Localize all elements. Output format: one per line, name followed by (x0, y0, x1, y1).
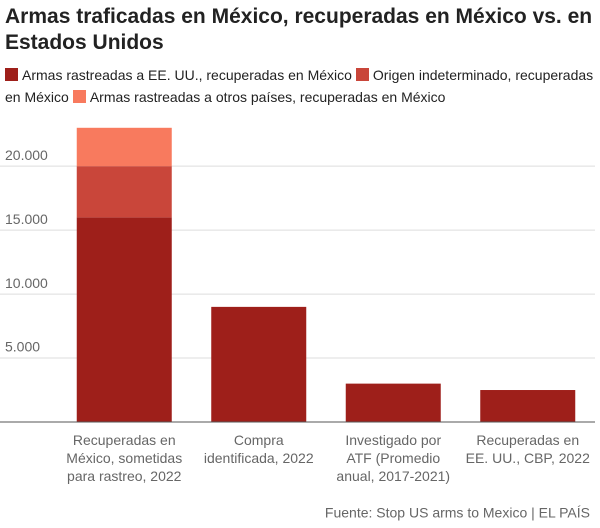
y-tick-label: 5.000 (5, 339, 40, 355)
x-tick-label: Recuperadas en México, sometidas para rast… (66, 432, 182, 484)
x-tick-label-line: anual, 2017-2021) (336, 468, 450, 484)
x-tick-label-line: Investigado por (345, 432, 441, 448)
legend-swatch (355, 68, 369, 81)
chart-title: Armas traficadas en México, recuperadas … (5, 5, 593, 54)
legend: Armas rastreadas a EE. UU., recuperadas … (5, 64, 595, 108)
legend-item: Armas rastreadas a EE. UU., recuperadas … (5, 67, 352, 83)
bar-segment (76, 127, 172, 167)
legend-swatch (5, 68, 18, 81)
bar-segment (211, 306, 307, 422)
y-tick-label: 20.000 (5, 147, 48, 163)
bar-segment (76, 217, 172, 422)
x-tick-label-line: Compra (234, 432, 284, 448)
legend-item: Armas rastreadas a otros países, recuper… (72, 89, 446, 105)
x-tick-label-line: México, sometidas (66, 450, 182, 466)
bar-segment (76, 166, 172, 218)
x-tick-label: Compra identificada, 2022 (204, 432, 314, 466)
x-tick-label-line: para rastreo, 2022 (67, 468, 182, 484)
legend-label: Armas rastreadas a otros países, recuper… (89, 89, 446, 105)
x-tick-label-line: identificada, 2022 (204, 450, 314, 466)
y-tick-label: 15.000 (5, 211, 48, 227)
x-tick-label: Recuperadas en EE. UU., CBP, 2022 (466, 432, 590, 466)
x-tick-label-line: ATF (Promedio (346, 450, 440, 466)
legend-item: Origen indeterminado, recuperadas en Méx… (5, 67, 593, 105)
y-tick-label: 10.000 (5, 275, 48, 291)
legend-swatch (72, 90, 86, 103)
x-tick-label-line: Recuperadas en (73, 432, 176, 448)
source: Fuente: Stop US arms to Mexico | EL PAÍS (325, 505, 590, 521)
x-tick-label-line: EE. UU., CBP, 2022 (466, 450, 590, 466)
legend-label: Origen indeterminado, recuperadas en Méx… (5, 67, 594, 105)
bar-segment (345, 383, 441, 422)
bar-segment (480, 390, 576, 422)
x-tick-label-line: Recuperadas en (476, 432, 579, 448)
x-tick-label: Investigado por ATF (Promedio anual, 2017-… (336, 432, 450, 484)
legend-label: Armas rastreadas a EE. UU., recuperadas … (22, 67, 352, 83)
